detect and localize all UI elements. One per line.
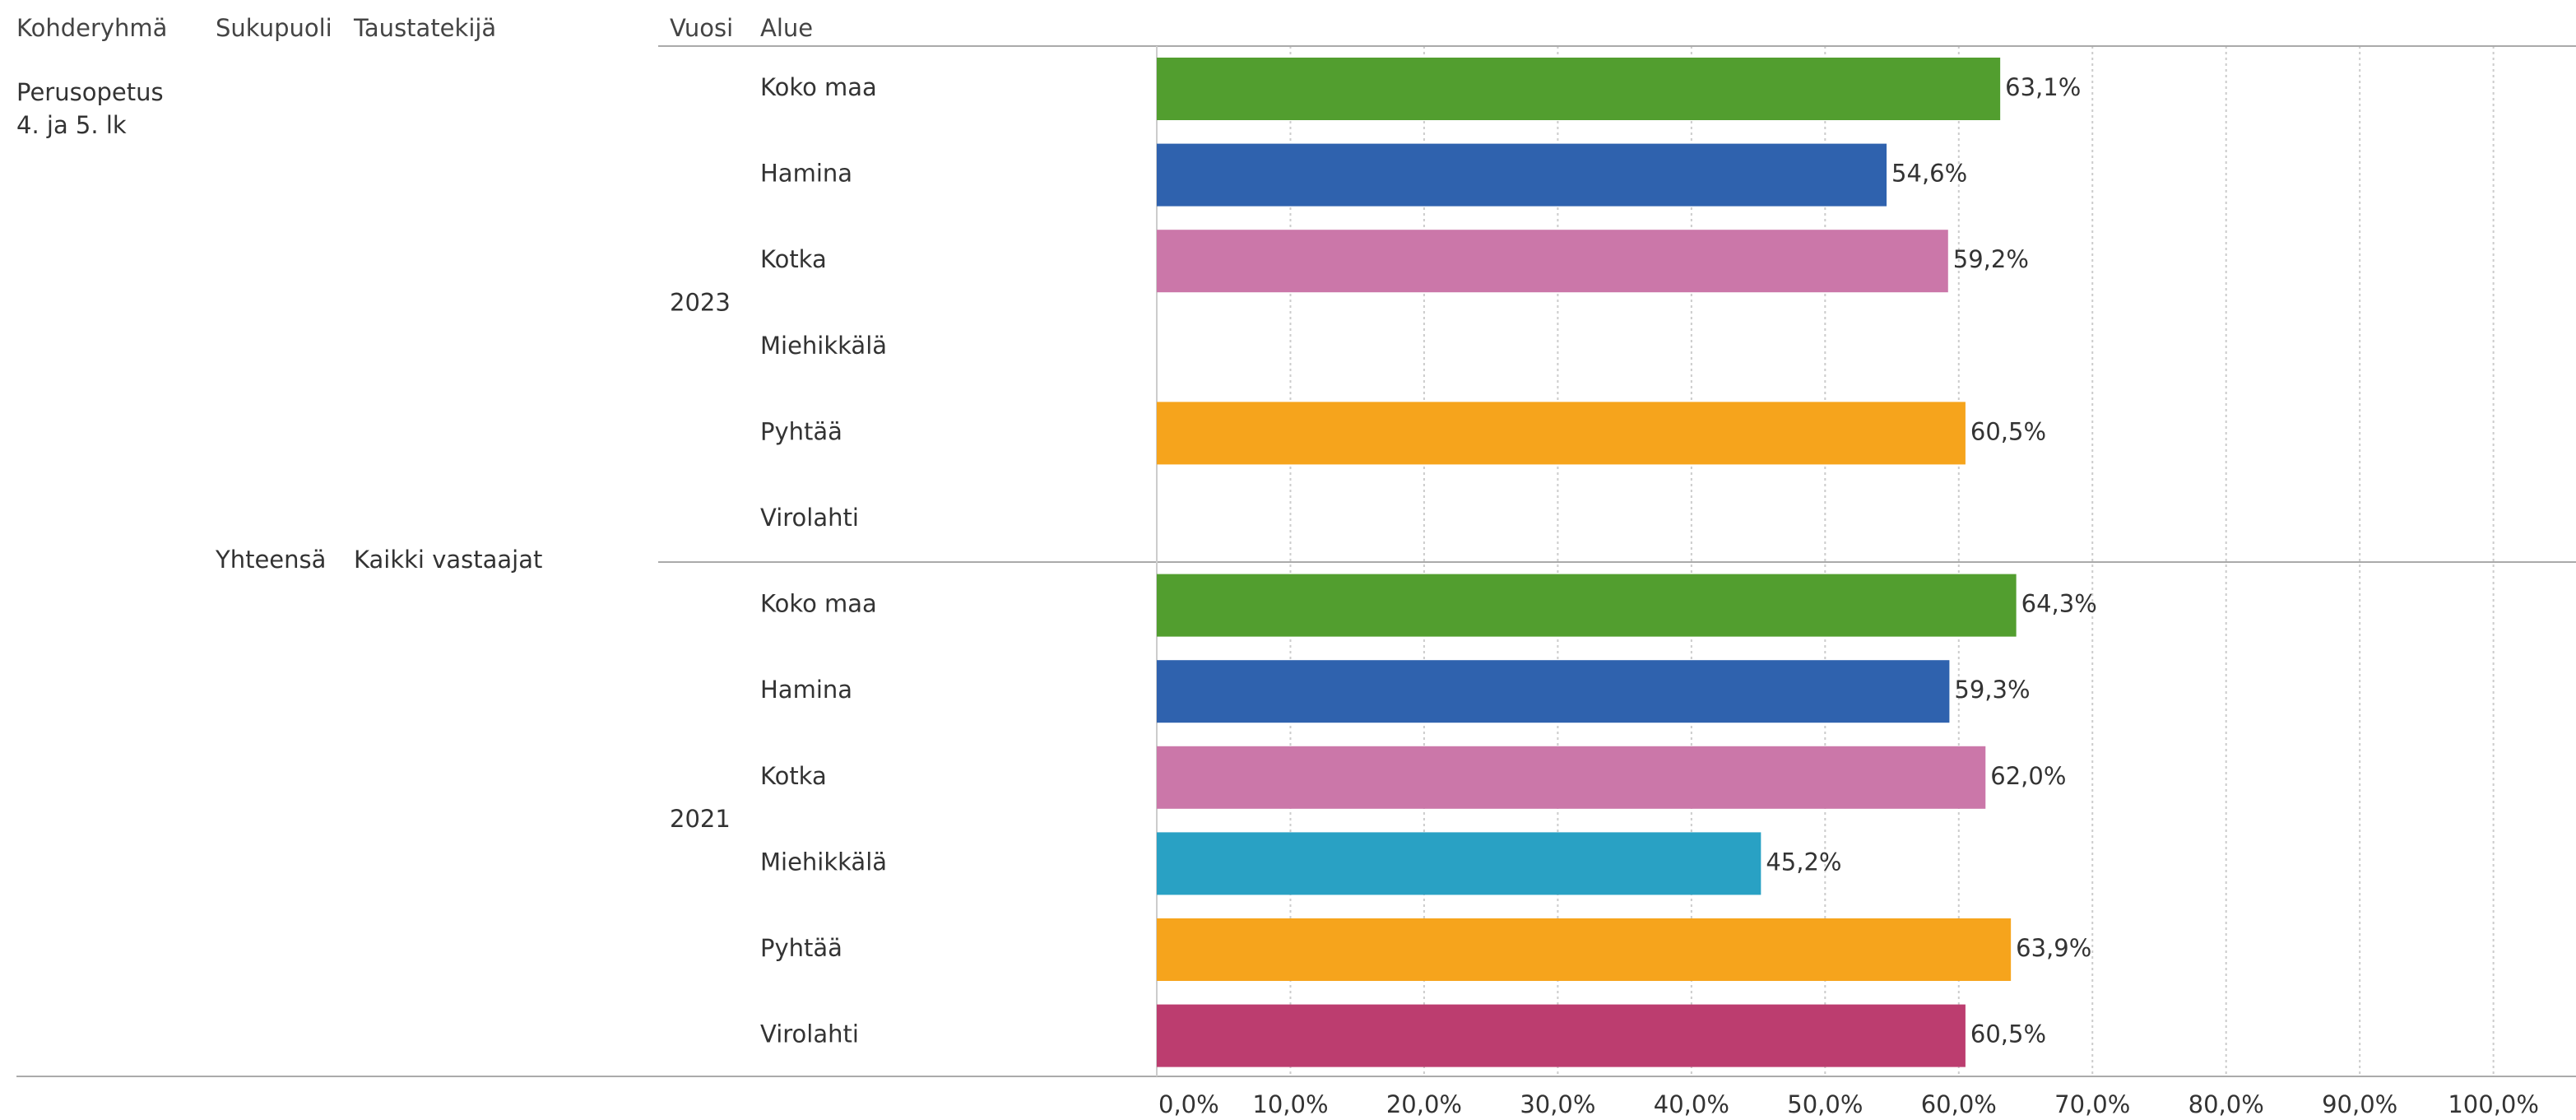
x-tick-label: 80,0% — [2188, 1090, 2264, 1118]
category-label: Kotka — [760, 762, 827, 790]
row-header: Taustatekijä — [353, 14, 496, 42]
x-tick-label: 20,0% — [1386, 1090, 1462, 1118]
year-label: 2021 — [670, 805, 731, 833]
bar — [1157, 143, 1887, 207]
bar — [1157, 1004, 1966, 1067]
year-label: 2023 — [670, 289, 731, 317]
value-label: 45,2% — [1766, 848, 1841, 876]
kohderyhma-label: Perusopetus 4. ja 5. lk — [16, 78, 164, 139]
value-label: 60,5% — [1970, 417, 2046, 445]
category-label: Pyhtää — [760, 417, 842, 445]
bar — [1157, 230, 1948, 293]
bar — [1157, 402, 1966, 465]
value-label: 54,6% — [1891, 160, 1967, 188]
category-label: Miehikkälä — [760, 848, 887, 876]
category-label: Kotka — [760, 245, 827, 273]
sukupuoli-label: Yhteensä — [215, 546, 326, 574]
taustatekija-label: Kaikki vastaajat — [354, 546, 542, 574]
x-tick-label: 0,0% — [1158, 1090, 1219, 1118]
x-tick-label: 100,0% — [2448, 1090, 2539, 1118]
value-label: 60,5% — [1970, 1020, 2046, 1048]
bar — [1157, 918, 2012, 981]
bar — [1157, 660, 1950, 723]
category-label: Miehikkälä — [760, 332, 887, 360]
row-header: Alue — [760, 14, 813, 42]
value-label: 63,9% — [2016, 934, 2091, 962]
category-label: Hamina — [760, 676, 852, 704]
x-tick-label: 90,0% — [2322, 1090, 2397, 1118]
row-header: Sukupuoli — [216, 14, 332, 42]
category-label: Virolahti — [760, 1020, 859, 1048]
value-label: 59,2% — [1953, 245, 2029, 273]
value-label: 59,3% — [1954, 676, 2030, 704]
bar — [1157, 746, 1986, 809]
x-tick-label: 10,0% — [1252, 1090, 1328, 1118]
category-label: Koko maa — [760, 590, 877, 618]
x-tick-label: 60,0% — [1921, 1090, 1997, 1118]
x-tick-label: 40,0% — [1654, 1090, 1729, 1118]
x-tick-label: 30,0% — [1520, 1090, 1595, 1118]
bar — [1157, 58, 2001, 120]
value-label: 63,1% — [2005, 73, 2081, 101]
category-label: Koko maa — [760, 73, 877, 101]
x-tick-label: 50,0% — [1787, 1090, 1863, 1118]
value-label: 64,3% — [2021, 590, 2097, 618]
row-header: Kohderyhmä — [16, 14, 167, 42]
value-label: 62,0% — [1990, 762, 2066, 790]
row-header: Vuosi — [670, 14, 733, 42]
category-label: Virolahti — [760, 504, 859, 532]
category-label: Hamina — [760, 160, 852, 188]
bar — [1157, 574, 2017, 637]
bar — [1157, 832, 1761, 895]
x-tick-label: 70,0% — [2054, 1090, 2130, 1118]
category-label: Pyhtää — [760, 934, 842, 962]
